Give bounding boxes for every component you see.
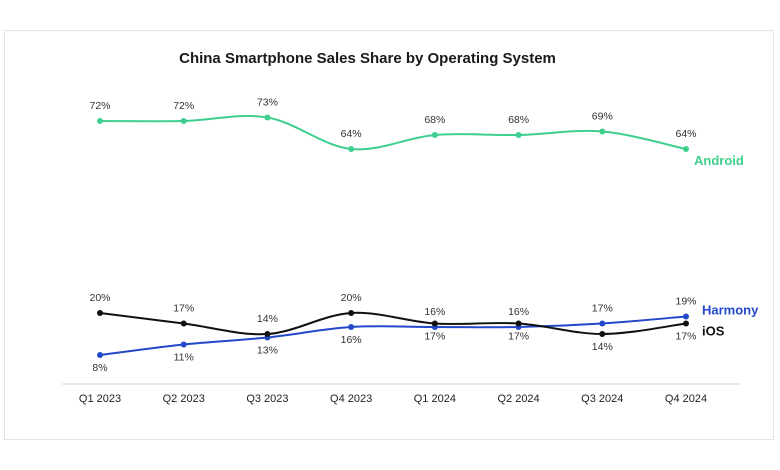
- android-point: [431, 132, 438, 138]
- harmony-data-label: 13%: [257, 345, 278, 357]
- ios-line: [99, 311, 687, 336]
- ios-point: [431, 320, 438, 327]
- harmony-point: [599, 320, 606, 327]
- android-point: [683, 146, 689, 152]
- x-tick-label: Q1 2024: [414, 393, 456, 405]
- ios-data-label: 20%: [341, 292, 362, 304]
- android-point: [515, 132, 522, 138]
- ios-series-label: iOS: [702, 324, 725, 339]
- ios-point: [264, 331, 271, 337]
- android-point: [180, 118, 187, 124]
- ios-data-label: 17%: [173, 303, 194, 315]
- ios-point: [180, 320, 187, 327]
- harmony-line: [99, 315, 687, 356]
- ios-point: [599, 331, 606, 337]
- x-tick-label: Q2 2024: [497, 393, 539, 405]
- ios-data-label: 14%: [257, 313, 278, 325]
- android-data-label: 72%: [173, 100, 194, 112]
- ios-point: [348, 310, 355, 316]
- harmony-data-label: 16%: [424, 306, 445, 318]
- android-point: [599, 128, 606, 135]
- x-tick-label: Q4 2024: [665, 393, 707, 405]
- harmony-data-label: 17%: [592, 303, 613, 315]
- android-data-label: 69%: [592, 111, 613, 123]
- harmony-data-label: 16%: [508, 306, 529, 318]
- ios-point: [683, 320, 689, 327]
- x-tick-label: Q3 2023: [246, 393, 288, 405]
- ios-data-label: 20%: [89, 292, 110, 304]
- x-tick-label: Q1 2023: [79, 393, 121, 405]
- android-point: [97, 118, 103, 124]
- android-data-label: 68%: [508, 114, 529, 126]
- android-point: [264, 114, 271, 121]
- android-data-label: 68%: [424, 114, 445, 126]
- android-data-label: 72%: [89, 100, 110, 112]
- ios-data-label: 17%: [675, 331, 696, 343]
- harmony-point: [180, 341, 187, 348]
- harmony-data-label: 8%: [92, 362, 107, 374]
- ios-data-label: 14%: [592, 341, 613, 353]
- harmony-data-label: 19%: [675, 296, 696, 308]
- chart-title: China Smartphone Sales Share by Operatin…: [179, 50, 556, 67]
- ios-data-label: 17%: [508, 331, 529, 343]
- android-point: [348, 146, 355, 152]
- ios-point: [97, 310, 103, 316]
- x-tick-label: Q4 2023: [330, 393, 372, 405]
- ios-data-label: 17%: [424, 331, 445, 343]
- android-data-label: 64%: [341, 128, 362, 140]
- chart-card: [4, 30, 774, 440]
- android-data-label: 64%: [675, 128, 696, 140]
- harmony-point: [683, 313, 689, 320]
- android-data-label: 73%: [257, 97, 278, 109]
- x-tick-label: Q2 2023: [163, 393, 205, 405]
- harmony-point: [97, 352, 103, 358]
- x-tick-label: Q3 2024: [581, 393, 623, 405]
- android-series-label: Android: [694, 153, 744, 168]
- harmony-point: [348, 324, 355, 330]
- android-line: [99, 115, 687, 151]
- ios-point: [515, 320, 522, 327]
- harmony-series-label: Harmony: [702, 303, 759, 318]
- harmony-data-label: 16%: [341, 334, 362, 346]
- harmony-data-label: 11%: [174, 352, 194, 364]
